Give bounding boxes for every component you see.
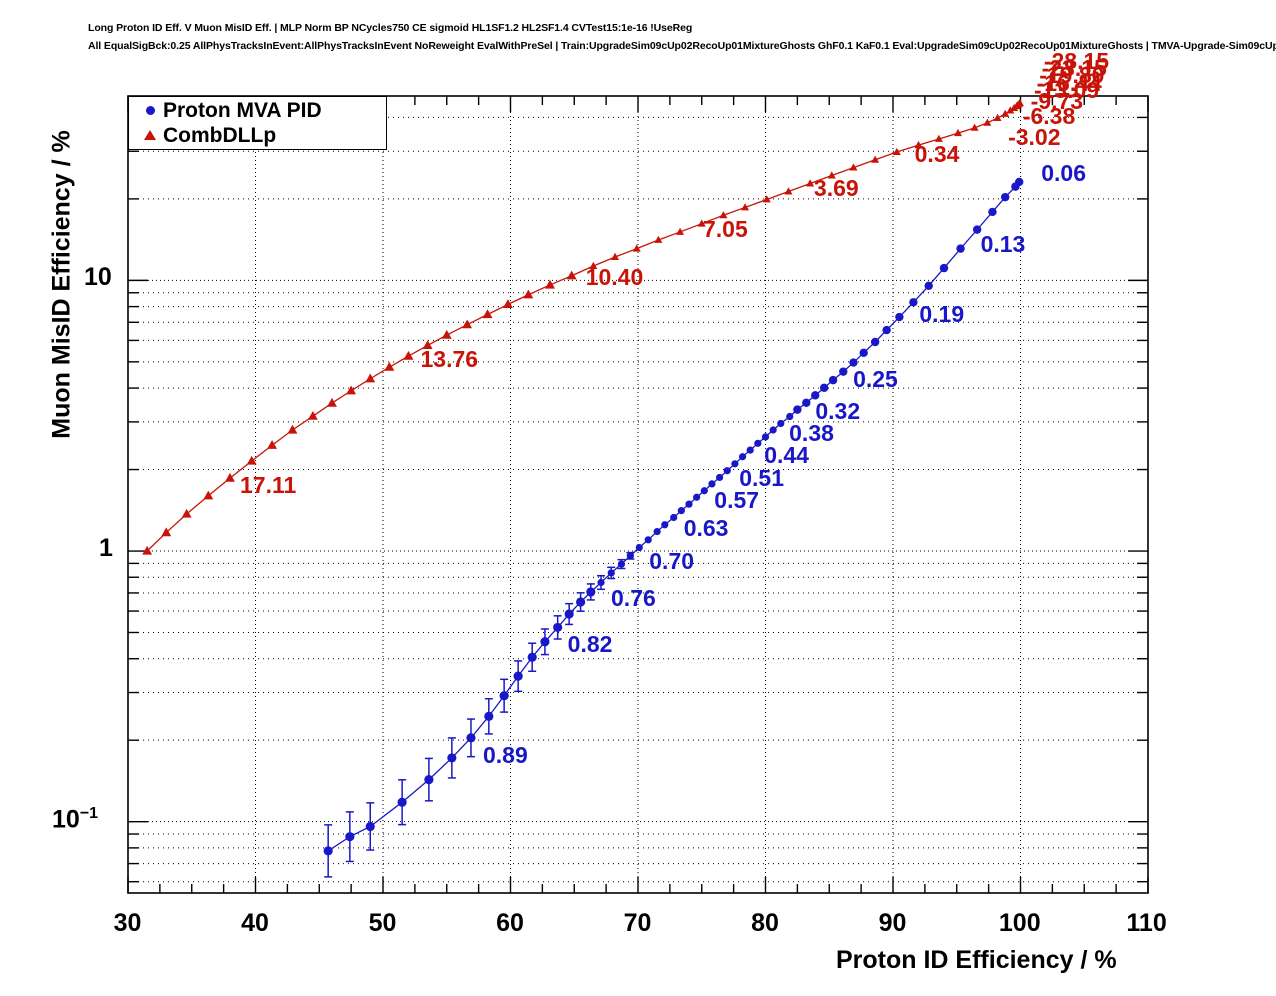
x-tick-label: 90 [878,909,907,937]
point-annotation: 0.38 [789,419,834,446]
circle-marker-icon [137,102,163,120]
legend-label-0: Proton MVA PID [163,98,322,122]
x-tick-label: 110 [1126,909,1167,937]
data-series [142,98,1024,878]
point-annotation: 0.57 [714,486,760,513]
point-annotation: 13.76 [420,346,479,373]
legend-label-1: CombDLLp [163,123,277,147]
point-annotation: 0.44 [764,442,809,469]
header-line-1: Long Proton ID Eff. V Muon MisID Eff. | … [88,22,693,34]
header-line-2: All EqualSigBck:0.25 AllPhysTracksInEven… [88,40,1276,52]
point-annotation: 17.11 [240,472,297,499]
point-annotation: -19.80 [1039,62,1105,89]
point-annotation: 3.69 [813,174,859,201]
x-tick-label: 30 [113,909,142,937]
point-annotation: 0.13 [980,230,1026,257]
point-annotation: -16.44 [1036,69,1102,96]
point-annotation: 0.76 [611,584,656,611]
y-tick-label: 10 [84,263,112,292]
point-annotation: -13.09 [1033,77,1100,104]
point-annotation: 0.89 [482,741,528,768]
x-tick-label: 50 [368,909,397,937]
legend[interactable]: Proton MVA PID CombDLLp [128,96,387,150]
point-annotation: -6.38 [1022,102,1076,129]
y-tick-label: 1 [99,534,113,562]
triangle-marker-icon [137,127,163,145]
x-tick-label: 40 [241,909,269,937]
point-annotation: -9.73 [1030,88,1084,115]
point-annotation: 0.63 [683,515,729,542]
grid-lines [128,96,1148,893]
x-tick-label: 70 [623,909,652,937]
point-annotation: 0.70 [649,547,695,574]
point-annotation: -23.15 [1041,55,1107,82]
point-annotation: -3.02 [1008,124,1061,151]
x-tick-label: 100 [998,909,1041,937]
point-annotation: 0.82 [567,631,613,658]
point-annotation: 0.51 [739,464,785,491]
point-annotation: 7.05 [703,216,748,243]
point-annotation: 0.25 [853,366,898,393]
point-annotation: 0.06 [1041,159,1086,186]
point-annotation: 0.32 [815,397,861,424]
point-annotation: -28.15 [1043,47,1110,74]
point-annotation: 0.34 [914,141,960,168]
x-tick-label: 60 [496,909,524,937]
point-annotation: 10.40 [585,263,644,290]
y-tick-label: 10−1 [52,804,99,833]
legend-entry-proton-mva-pid[interactable]: Proton MVA PID [137,97,322,124]
x-axis-title: Proton ID Efficiency / % [836,946,1117,974]
y-axis-title: Muon MisID Efficiency / % [47,130,76,439]
x-tick-label: 80 [751,909,779,937]
point-annotation: 0.19 [919,301,965,328]
legend-entry-combdllp[interactable]: CombDLLp [137,122,276,149]
